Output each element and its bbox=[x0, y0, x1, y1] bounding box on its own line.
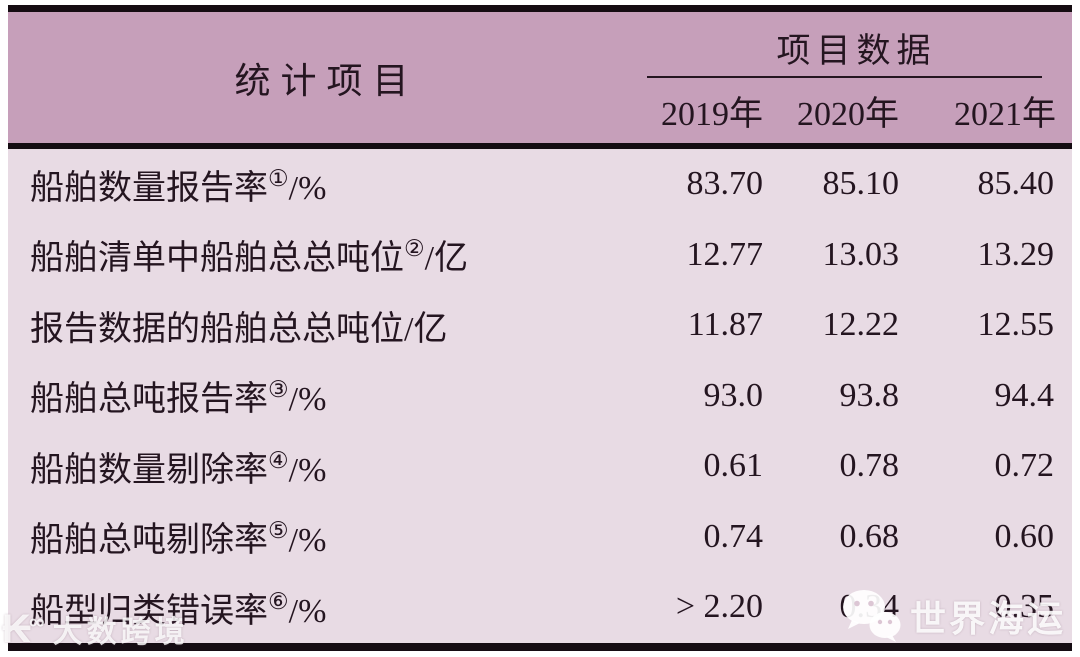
table-row: 船舶数量报告率①/% 83.70 85.10 85.40 bbox=[8, 149, 1072, 220]
value-2021: 85.40 bbox=[977, 165, 1055, 203]
row-label: 船舶总吨报告率③/% bbox=[8, 371, 635, 420]
footnote-mark-icon: ③ bbox=[268, 377, 289, 403]
header-year-2019: 2019年 bbox=[661, 96, 763, 133]
row-label-text: 船舶数量剔除率 bbox=[30, 451, 268, 489]
row-unit: /% bbox=[288, 381, 327, 419]
header-group-rule bbox=[647, 76, 1042, 78]
value-2020: 0.34 bbox=[839, 588, 900, 626]
table-row: 船舶清单中船舶总总吨位②/亿 12.77 13.03 13.29 bbox=[8, 220, 1072, 291]
table-row: 船舶数量剔除率④/% 0.61 0.78 0.72 bbox=[8, 431, 1072, 502]
row-values: 12.77 13.03 13.29 bbox=[635, 236, 1072, 274]
row-label-text: 船舶总吨报告率 bbox=[30, 381, 268, 419]
footnote-mark-icon: ⑤ bbox=[268, 518, 289, 544]
row-values: 0.74 0.68 0.60 bbox=[635, 518, 1072, 556]
header-years-row: 2019年 2020年 2021年 bbox=[635, 78, 1072, 143]
value-2019: 0.74 bbox=[703, 517, 764, 555]
header-year-2020: 2020年 bbox=[797, 96, 899, 133]
value-2021: 94.4 bbox=[994, 376, 1055, 414]
value-2021: 0.35 bbox=[994, 588, 1055, 626]
row-label-text: 船舶总吨剔除率 bbox=[30, 522, 268, 560]
table-row: 船舶总吨报告率③/% 93.0 93.8 94.4 bbox=[8, 361, 1072, 432]
row-values: 11.87 12.22 12.55 bbox=[635, 306, 1072, 344]
statistics-table: 统计项目 项目数据 2019年 2020年 2021年 船舶数量报告率①/% 8… bbox=[8, 5, 1072, 651]
header-bottom-border bbox=[8, 143, 1072, 149]
row-unit: /亿 bbox=[424, 240, 469, 278]
value-2021: 12.55 bbox=[977, 306, 1055, 344]
row-label: 船型归类错误率⑥/% bbox=[8, 583, 635, 632]
value-2021: 0.60 bbox=[994, 517, 1055, 555]
table-body: 船舶数量报告率①/% 83.70 85.10 85.40 船舶清单中船舶总总吨位… bbox=[8, 149, 1072, 643]
row-label: 船舶数量报告率①/% bbox=[8, 160, 635, 209]
value-2020: 0.78 bbox=[839, 447, 900, 485]
row-label-text: 报告数据的船舶总总吨位 bbox=[30, 310, 404, 348]
value-2019: 0.61 bbox=[703, 447, 764, 485]
row-values: 93.0 93.8 94.4 bbox=[635, 377, 1072, 415]
value-2019: > 2.20 bbox=[675, 588, 763, 626]
row-values: 0.61 0.78 0.72 bbox=[635, 447, 1072, 485]
row-label-text: 船舶清单中船舶总总吨位 bbox=[30, 240, 404, 278]
footnote-mark-icon: ⑥ bbox=[268, 588, 289, 614]
row-label-text: 船舶数量报告率 bbox=[30, 169, 268, 207]
value-2019: 83.70 bbox=[686, 165, 764, 203]
value-2019: 12.77 bbox=[686, 235, 764, 273]
header-data-group: 项目数据 2019年 2020年 2021年 bbox=[635, 12, 1072, 143]
value-2020: 12.22 bbox=[822, 306, 900, 344]
table-row: 船舶总吨剔除率⑤/% 0.74 0.68 0.60 bbox=[8, 502, 1072, 573]
table-top-border bbox=[8, 5, 1072, 12]
value-2019: 11.87 bbox=[687, 306, 763, 344]
row-unit: /% bbox=[288, 592, 327, 630]
table-bottom-border bbox=[8, 642, 1072, 651]
header-stat-item: 统计项目 bbox=[234, 60, 419, 101]
row-unit: /% bbox=[288, 522, 327, 560]
row-unit: /% bbox=[288, 451, 327, 489]
value-2019: 93.0 bbox=[703, 376, 764, 414]
table-header: 统计项目 项目数据 2019年 2020年 2021年 bbox=[8, 12, 1072, 143]
row-values: > 2.20 0.34 0.35 bbox=[635, 588, 1072, 626]
value-2021: 0.72 bbox=[994, 447, 1055, 485]
footnote-mark-icon: ④ bbox=[268, 447, 289, 473]
value-2020: 0.68 bbox=[839, 517, 900, 555]
footnote-mark-icon: ② bbox=[404, 236, 425, 262]
row-label: 船舶数量剔除率④/% bbox=[8, 442, 635, 491]
value-2020: 85.10 bbox=[822, 165, 900, 203]
header-year-2021: 2021年 bbox=[954, 96, 1056, 133]
row-unit: /亿 bbox=[404, 310, 448, 348]
row-label: 船舶清单中船舶总总吨位②/亿 bbox=[8, 230, 635, 279]
row-values: 83.70 85.10 85.40 bbox=[635, 165, 1072, 203]
value-2020: 13.03 bbox=[822, 235, 900, 273]
row-label: 报告数据的船舶总总吨位/亿 bbox=[8, 301, 635, 350]
row-label: 船舶总吨剔除率⑤/% bbox=[8, 512, 635, 561]
value-2020: 93.8 bbox=[839, 376, 900, 414]
header-group-label: 项目数据 bbox=[776, 32, 937, 70]
table-row: 船型归类错误率⑥/% > 2.20 0.34 0.35 bbox=[8, 572, 1072, 643]
row-unit: /% bbox=[288, 169, 327, 207]
footnote-mark-icon: ① bbox=[268, 165, 289, 191]
row-label-text: 船型归类错误率 bbox=[30, 592, 268, 630]
table-row: 报告数据的船舶总总吨位/亿 11.87 12.22 12.55 bbox=[8, 290, 1072, 361]
value-2021: 13.29 bbox=[977, 235, 1055, 273]
